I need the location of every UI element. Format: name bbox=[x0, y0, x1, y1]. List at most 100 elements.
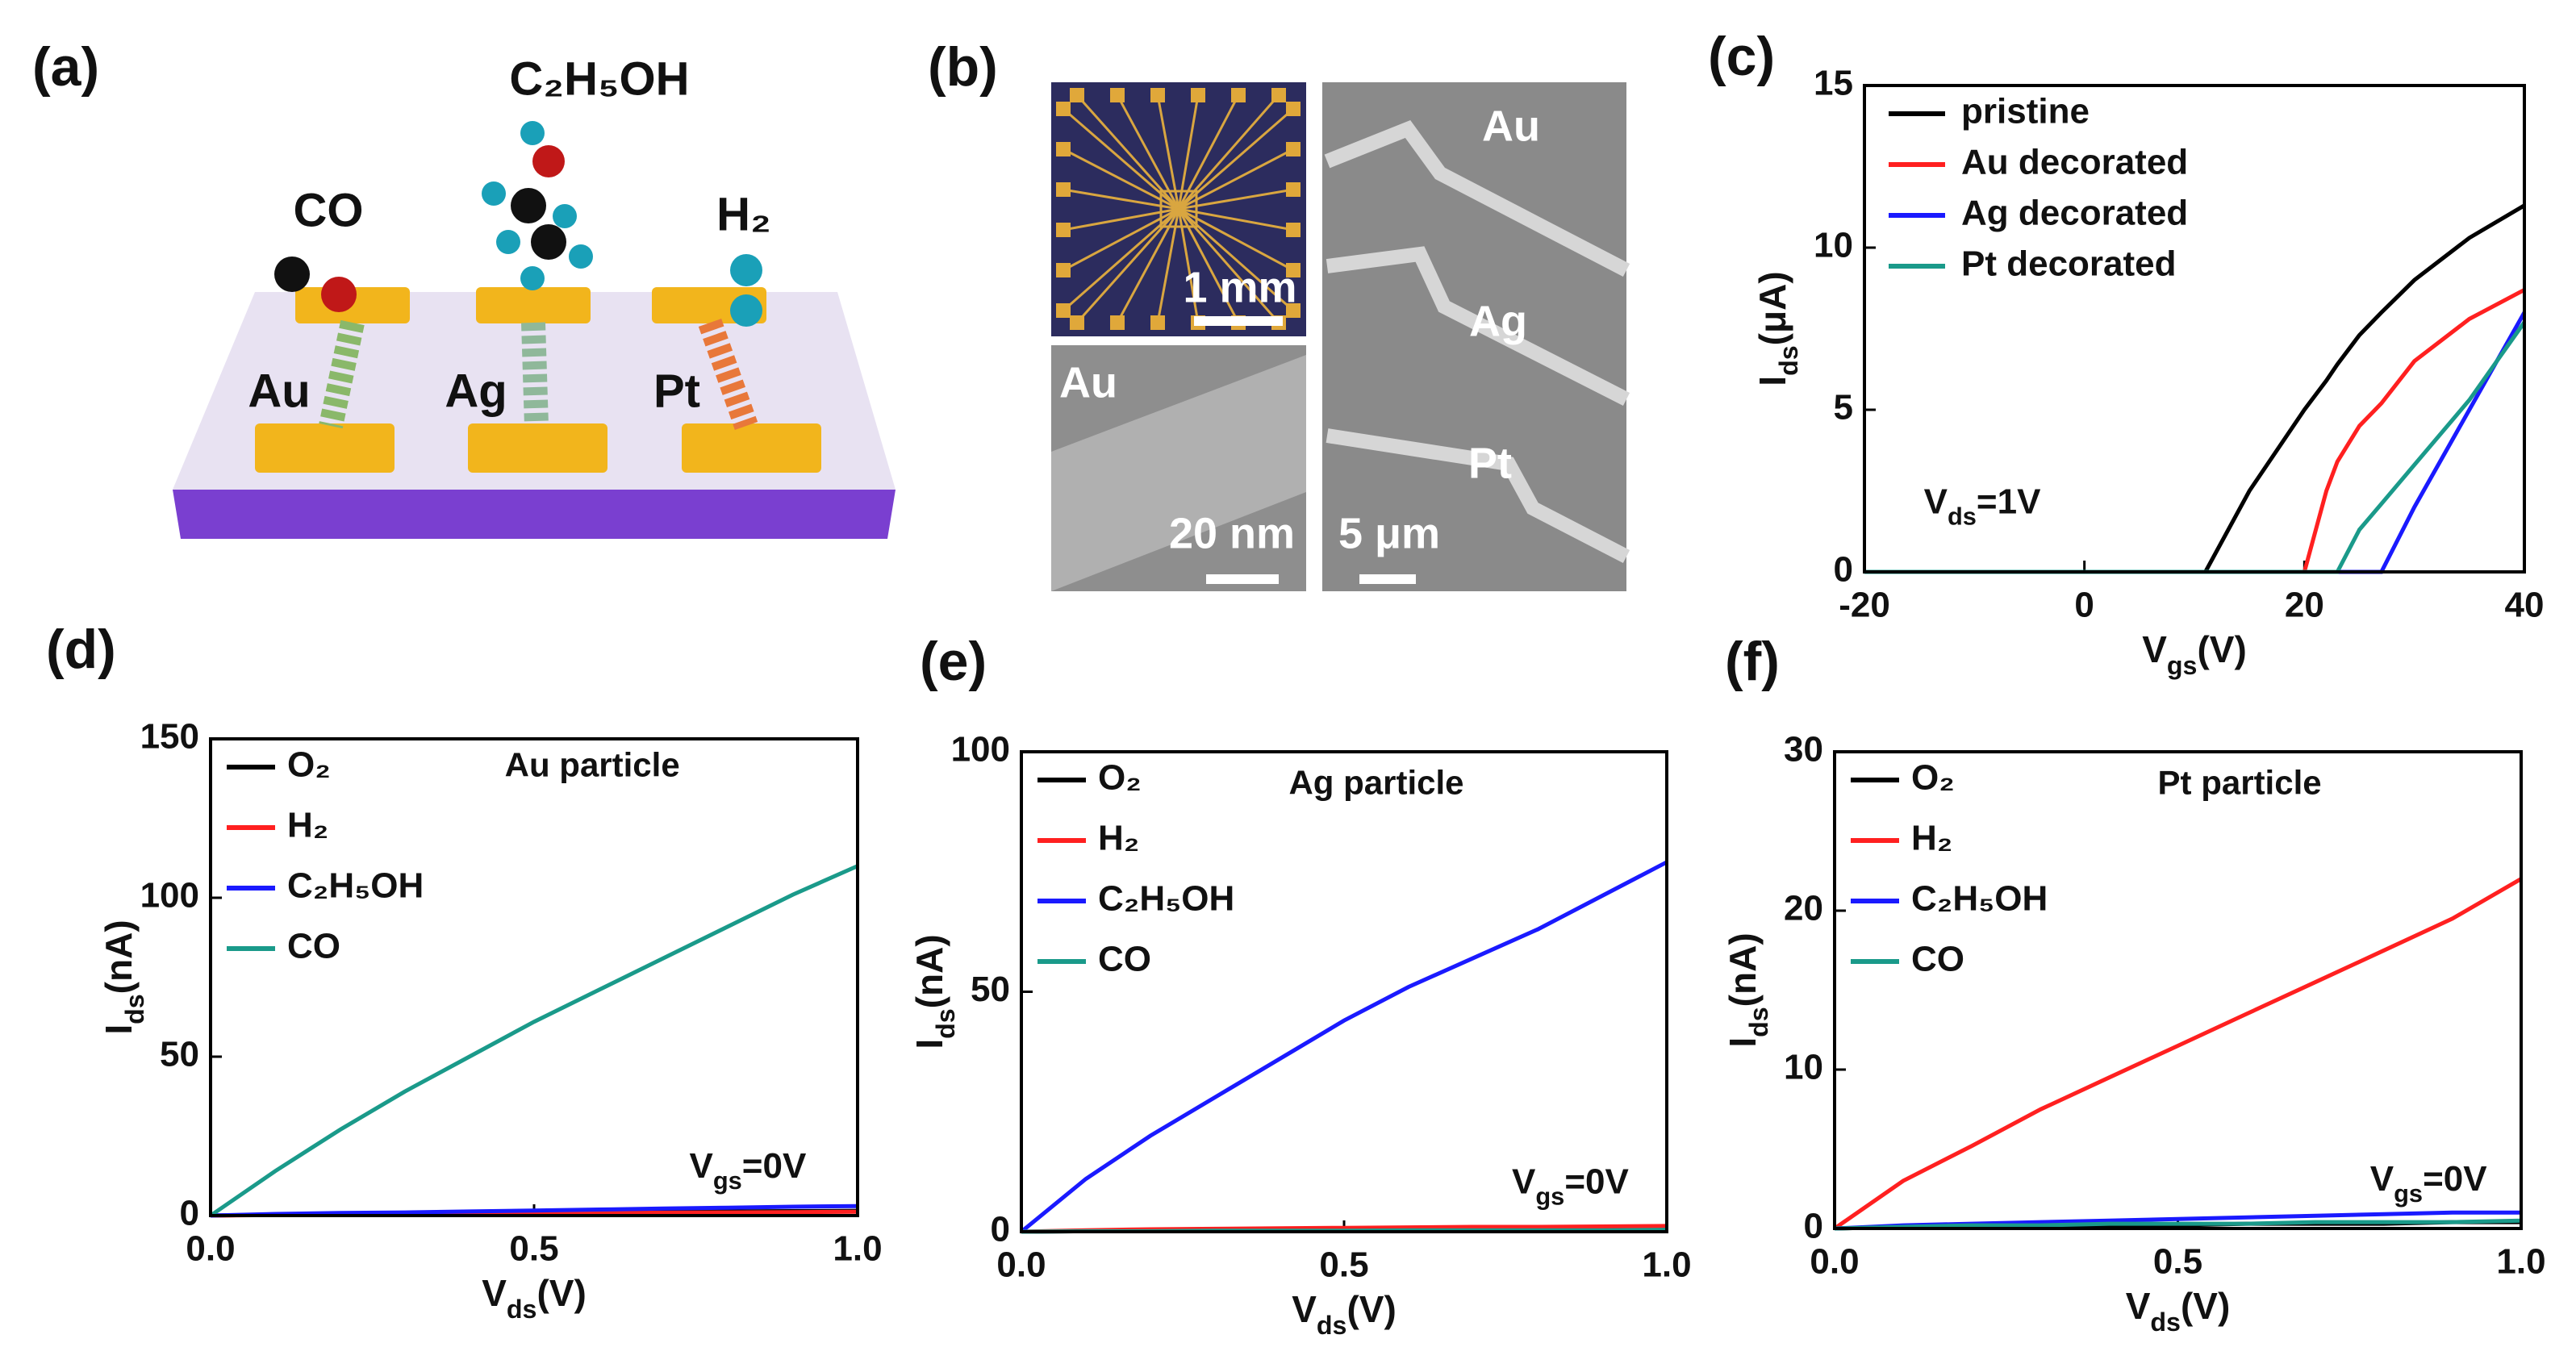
atom bbox=[321, 277, 357, 312]
wire-surface bbox=[1051, 355, 1306, 591]
axis-label: Vds(V) bbox=[2126, 1285, 2231, 1336]
chip-lead bbox=[1063, 107, 1179, 211]
nanowire bbox=[698, 319, 758, 430]
chart-title: Pt particle bbox=[2158, 763, 2322, 801]
x-tick-label: 0.5 bbox=[2153, 1242, 2202, 1282]
legend-label: pristine bbox=[1961, 92, 2090, 131]
chip-lead bbox=[1178, 207, 1294, 312]
subscript: gs bbox=[713, 1166, 742, 1195]
data-line bbox=[1833, 877, 2523, 1231]
y-tick-label: 0 bbox=[1834, 550, 1853, 590]
chip-pad bbox=[1286, 263, 1301, 277]
atom bbox=[511, 188, 546, 223]
chip-lead bbox=[1075, 208, 1180, 323]
atom bbox=[520, 121, 545, 145]
subscript: ds bbox=[1317, 1311, 1347, 1340]
y-tick-label: 30 bbox=[1784, 730, 1823, 770]
label-part: (V) bbox=[2197, 628, 2246, 670]
data-line bbox=[210, 1203, 858, 1218]
legend-label: O₂ bbox=[1911, 758, 1955, 798]
panel-label: (c) bbox=[1708, 26, 1775, 87]
panel-label: (d) bbox=[46, 619, 116, 680]
chip-lead bbox=[1156, 94, 1180, 210]
scale-label: 1 mm bbox=[1183, 263, 1296, 311]
electrode bbox=[255, 423, 395, 473]
legend-label: Ag decorated bbox=[1961, 194, 2188, 233]
label-part: V bbox=[1512, 1162, 1536, 1201]
chip-pad bbox=[1056, 263, 1071, 277]
axis-label: Vgs=0V bbox=[689, 1146, 806, 1195]
panel-label: (f) bbox=[1725, 631, 1780, 692]
legend-label: C₂H₅OH bbox=[1911, 879, 2048, 919]
x-tick-label: 0.5 bbox=[509, 1229, 558, 1269]
electrode bbox=[468, 423, 607, 473]
x-tick-label: 20 bbox=[2285, 586, 2324, 625]
legend-label: C₂H₅OH bbox=[1098, 879, 1234, 919]
plot-frame bbox=[1863, 84, 2526, 574]
y-tick-label: 50 bbox=[160, 1035, 199, 1074]
atom bbox=[569, 244, 593, 269]
legend-label: C₂H₅OH bbox=[287, 866, 424, 906]
label-part: I bbox=[1722, 1037, 1764, 1048]
legend-label: O₂ bbox=[1098, 758, 1142, 798]
chip-lead bbox=[1063, 207, 1179, 232]
y-tick-label: 100 bbox=[951, 730, 1010, 770]
panel-label: (e) bbox=[920, 631, 987, 692]
chip-pad bbox=[1056, 142, 1071, 156]
axis-label: Ids(μA) bbox=[1751, 271, 1802, 386]
legend-label: Au decorated bbox=[1961, 143, 2188, 182]
chip-lead bbox=[1177, 208, 1240, 323]
subscript: gs bbox=[1535, 1182, 1564, 1210]
legend-label: H₂ bbox=[1911, 819, 1952, 858]
wire-label: Au bbox=[1482, 102, 1540, 150]
chip-lead bbox=[1178, 207, 1294, 272]
metal-label: Ag bbox=[445, 365, 507, 417]
x-tick-label: 0.0 bbox=[1810, 1242, 1859, 1282]
chip-pad bbox=[1070, 88, 1084, 102]
chip-pad bbox=[1056, 182, 1071, 197]
y-tick-label: 5 bbox=[1834, 388, 1853, 428]
x-tick-label: 1.0 bbox=[2496, 1242, 2545, 1282]
chip-lead bbox=[1177, 208, 1280, 323]
data-line bbox=[1020, 860, 1668, 1233]
label-part: I bbox=[908, 1039, 950, 1049]
device-illustration bbox=[173, 121, 896, 539]
scale-bar bbox=[1206, 574, 1279, 584]
label-part: V bbox=[1924, 482, 1948, 521]
metal-label: Pt bbox=[653, 365, 700, 417]
x-tick-label: 1.0 bbox=[833, 1229, 882, 1269]
chip-pad bbox=[1110, 315, 1125, 330]
wire-label: Ag bbox=[1469, 297, 1527, 345]
subscript: ds bbox=[1948, 502, 1977, 530]
axis-label: Vds(V) bbox=[1292, 1288, 1397, 1339]
legend-label: Pt decorated bbox=[1961, 244, 2177, 284]
chip-lead bbox=[1063, 188, 1179, 211]
substrate-side bbox=[173, 490, 896, 539]
subscript: ds bbox=[507, 1295, 537, 1324]
subscript: ds bbox=[120, 994, 149, 1024]
legend-label: H₂ bbox=[1098, 819, 1139, 858]
label-part: V bbox=[2370, 1159, 2394, 1199]
subscript: ds bbox=[1774, 345, 1803, 376]
chip-lead bbox=[1063, 207, 1179, 272]
molecule-label: CO bbox=[294, 184, 364, 236]
chip-lead bbox=[1178, 207, 1294, 232]
x-tick-label: -20 bbox=[1839, 586, 1890, 625]
label-part: V bbox=[689, 1146, 713, 1186]
legend-label: CO bbox=[1911, 940, 1964, 979]
chip-leads bbox=[1056, 88, 1301, 330]
chip-pad bbox=[1271, 88, 1286, 102]
chip-lead bbox=[1075, 94, 1180, 210]
electrode bbox=[682, 423, 821, 473]
label-part: (nA) bbox=[1722, 932, 1764, 1007]
chip-pad bbox=[1070, 315, 1084, 330]
nanowire bbox=[1326, 428, 1630, 563]
chip-pad bbox=[1286, 223, 1301, 237]
metal-label: Au bbox=[248, 365, 310, 417]
atom bbox=[730, 254, 762, 286]
label-part: V bbox=[1292, 1288, 1317, 1330]
label-part: (V) bbox=[2181, 1285, 2230, 1327]
label-part: (nA) bbox=[98, 920, 140, 994]
atom bbox=[482, 181, 506, 206]
